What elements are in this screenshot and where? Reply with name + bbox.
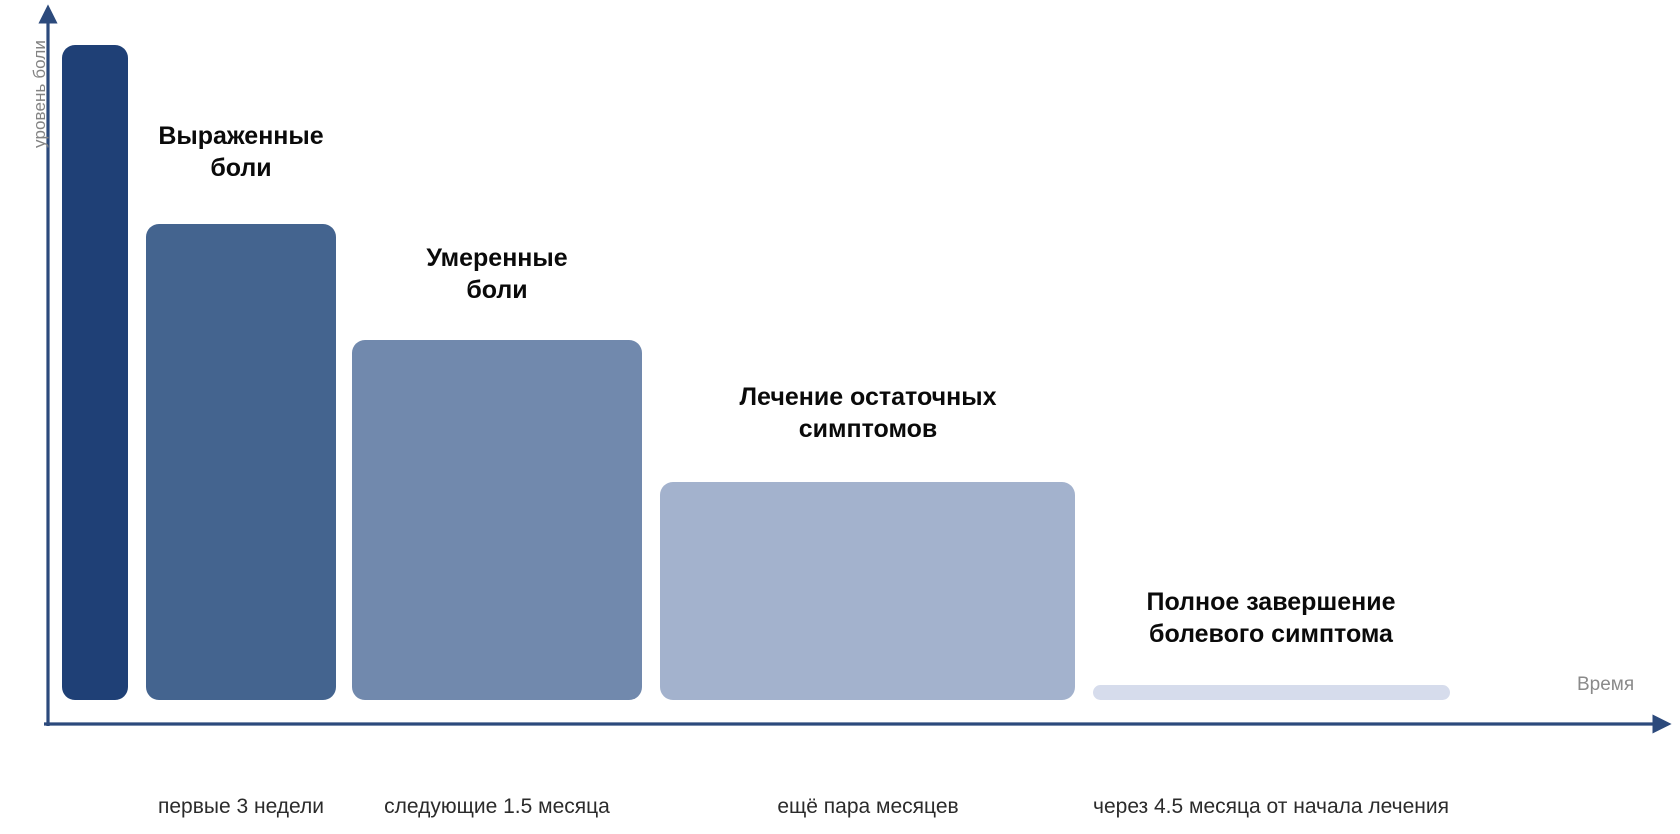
bar-4 (660, 482, 1075, 700)
bar-1 (62, 45, 128, 700)
category-label-2: следующие 1.5 месяца (384, 795, 610, 818)
bar-2 (146, 224, 336, 700)
bar-annotation-severe-pain: Выраженные боли (158, 122, 324, 182)
bar-annotation-moderate-pain: Умеренные боли (426, 244, 568, 304)
bar-annotation-residual-symptoms: Лечение остаточных симптомов (739, 383, 997, 443)
x-axis-title: Время (1577, 674, 1635, 695)
bar-5 (1093, 685, 1450, 700)
bar-annotation-full-resolution: Полное завершение болевого симптома (1146, 588, 1396, 648)
category-label-3: ещё пара месяцев (777, 795, 959, 818)
category-label-1: первые 3 недели (157, 795, 325, 818)
bar-3 (352, 340, 642, 700)
category-label-4: через 4.5 месяца от начала лечения (1093, 795, 1449, 818)
